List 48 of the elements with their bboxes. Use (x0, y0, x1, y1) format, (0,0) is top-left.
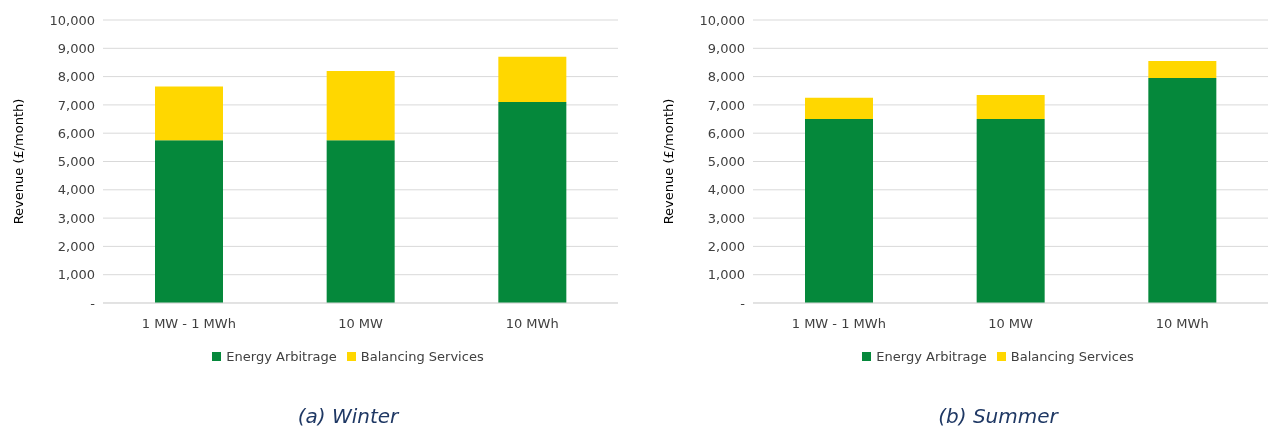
y-tick-label: 7,000 (707, 97, 745, 113)
x-tick-label: 10 MW (338, 316, 384, 332)
y-tick-label: 4,000 (707, 182, 745, 198)
bar (155, 140, 223, 303)
y-tick-label: 9,000 (707, 40, 745, 56)
legend-label: Balancing Services (1009, 349, 1134, 364)
y-tick-label: 1,000 (57, 267, 95, 283)
x-tick-label: 10 MW (988, 316, 1034, 332)
bar (976, 119, 1045, 303)
bar (805, 97, 873, 120)
y-tick-label: 4,000 (57, 182, 95, 198)
y-tick-label: 3,000 (707, 210, 745, 226)
x-tick-label: 1 MW - 1 MWh (141, 316, 236, 332)
y-tick-label: 8,000 (57, 69, 95, 85)
bar (498, 102, 567, 303)
text: (b) Summer (937, 404, 1060, 428)
y-tick-label: - (90, 295, 96, 311)
y-tick-label: 2,000 (57, 239, 95, 255)
y-tick-label: 6,000 (57, 125, 95, 141)
y-tick-label: 3,000 (57, 210, 95, 226)
y-tick-label: 1,000 (707, 267, 745, 283)
x-tick-label: 10 MWh (505, 316, 559, 332)
y-tick-label: 5,000 (57, 154, 95, 170)
y-tick-label: - (740, 295, 746, 311)
bar (326, 140, 395, 303)
bar (805, 119, 873, 303)
y-axis-title: Revenue (£/month) (10, 98, 26, 225)
bar (155, 86, 223, 141)
x-tick-label: 1 MW - 1 MWh (791, 316, 886, 332)
bar (326, 70, 395, 141)
legend-label: Energy Arbitrage (875, 349, 987, 364)
y-tick-label: 7,000 (57, 97, 95, 113)
y-tick-label: 10,000 (49, 12, 95, 28)
y-tick-label: 8,000 (707, 69, 745, 85)
x-tick-label: 10 MWh (1155, 316, 1209, 332)
bar (1148, 78, 1217, 303)
y-tick-label: 10,000 (699, 12, 745, 28)
y-tick-label: 2,000 (707, 239, 745, 255)
y-tick-label: 5,000 (707, 154, 745, 170)
y-tick-label: 6,000 (707, 125, 745, 141)
bar (976, 95, 1045, 120)
bar (498, 56, 567, 103)
y-axis-title: Revenue (£/month) (660, 98, 676, 225)
legend-label: Energy Arbitrage (225, 349, 337, 364)
y-tick-label: 9,000 (57, 40, 95, 56)
legend-label: Balancing Services (359, 349, 484, 364)
text: (a) Winter (296, 404, 401, 428)
bar (1148, 61, 1217, 79)
